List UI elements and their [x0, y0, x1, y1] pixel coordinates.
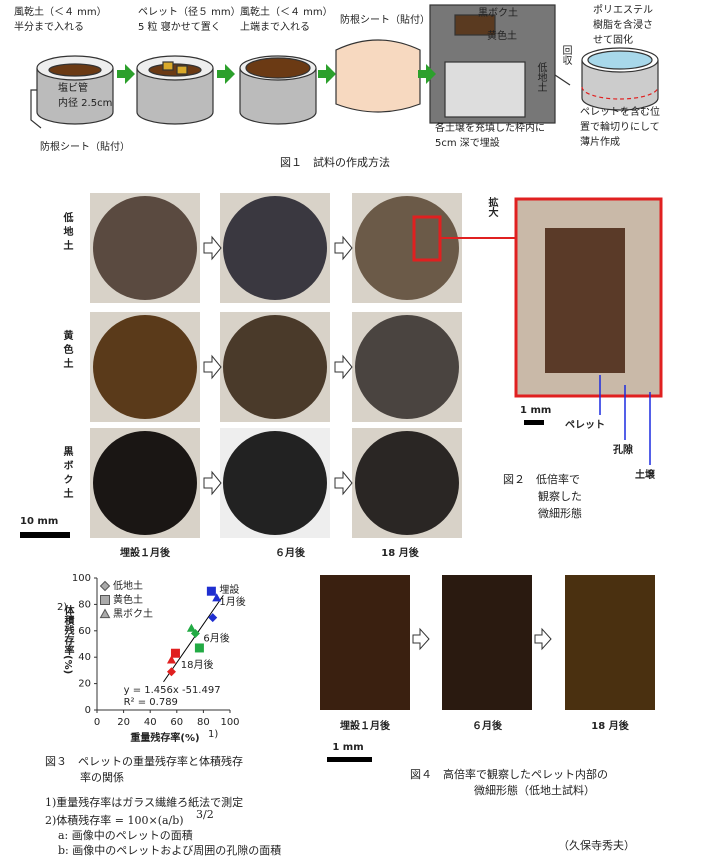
x-tick-label: 80	[197, 717, 210, 728]
figure4-photos	[320, 575, 655, 762]
y-tick-label: 60	[78, 626, 91, 637]
note: a: 画像中のペレットの面積	[58, 828, 193, 842]
row-label: 低地土	[61, 211, 74, 254]
trendline	[163, 595, 224, 683]
figure1-label: 回収	[560, 45, 572, 66]
figure1-drawing	[30, 4, 659, 129]
figure1-label: 樹脂を含浸さ	[593, 18, 653, 31]
annotation: ペレット	[565, 419, 605, 431]
figure1-label: 5cm 深で埋設	[435, 136, 500, 149]
figure1-label: 防根シート（貼付）	[340, 13, 430, 26]
point	[186, 623, 196, 632]
point	[166, 655, 176, 664]
column-label: 埋設１月後	[340, 719, 391, 732]
y-tick-label: 20	[78, 679, 91, 690]
caption: 図１ 試料の作成方法	[280, 155, 390, 169]
caption: 観察した	[538, 489, 582, 503]
point	[194, 643, 204, 653]
column-label: ６月後	[275, 546, 306, 559]
annotation: 18月後	[181, 658, 214, 671]
figure1-label: 5 粒 寝かせて置く	[138, 20, 221, 33]
x-tick-label: 20	[117, 717, 130, 728]
note: b: 画像中のペレットおよび周囲の孔隙の面積	[58, 843, 281, 857]
caption: 率の関係	[80, 770, 124, 784]
figure1-label: 置で輪切りにして	[580, 120, 660, 133]
figure1-label: 風乾土（＜４ mm）	[240, 5, 333, 18]
caption: 図３ ペレットの重量残存率と体積残存	[45, 754, 243, 768]
scale-label: 10 mm	[20, 516, 58, 527]
column-label: 埋設１月後	[120, 546, 171, 559]
legend-label: 低地土	[113, 579, 143, 592]
row-label: 黒ボク土	[61, 446, 73, 502]
note: 2)体積残存率 = 100×(a/b)	[45, 813, 184, 827]
x-tick-label: 60	[170, 717, 183, 728]
note-mark: 1)	[208, 729, 218, 740]
row-label: 黄色土	[61, 329, 73, 372]
figure1-label: ペレットを含む位	[580, 105, 660, 118]
legend-marker	[100, 595, 110, 605]
figure1-label: 防根シート（貼付）	[40, 140, 130, 153]
figure1-label: 上端まで入れる	[240, 20, 310, 33]
legend-label: 黒ボク土	[113, 607, 153, 620]
y-tick-label: 80	[78, 599, 91, 610]
figure1-label: 黄色土	[487, 29, 517, 42]
legend-marker	[99, 608, 111, 619]
legend-marker	[99, 580, 111, 592]
annotation: 土壌	[635, 468, 656, 481]
figure1-label: 黒ボク土	[478, 6, 518, 19]
figure1-label: 薄片作成	[580, 135, 620, 148]
figure1-label: ポリエステル	[593, 4, 653, 16]
point	[206, 586, 216, 596]
point	[208, 613, 218, 623]
note: 1)重量残存率はガラス繊維ろ紙法で測定	[45, 795, 243, 809]
annotation: 6月後	[203, 632, 229, 645]
y-axis-label: 体積残存率(%)	[62, 604, 75, 674]
annotation: 1月後	[219, 595, 245, 608]
point	[170, 648, 180, 658]
author: （久保寺秀夫）	[558, 838, 635, 852]
note: 3/2	[196, 808, 214, 821]
caption: 微細形態	[538, 506, 582, 520]
figure1-label: 各土壌を充填した枠内に	[435, 121, 545, 134]
y-tick-label: 100	[72, 573, 91, 584]
legend-label: 黄色土	[113, 593, 143, 606]
figure1-label: 半分まで入れる	[14, 20, 84, 33]
scale-label: 1 mm	[332, 742, 363, 753]
point	[166, 667, 176, 677]
column-label: 18 月後	[381, 546, 419, 559]
figure1-label: せて固化	[593, 33, 633, 46]
x-axis-label: 重量残存率(%)	[130, 731, 199, 744]
figure1-label: 内径 2.5cm	[58, 96, 112, 109]
figure1-label: 風乾土（＜４ mm）	[14, 5, 107, 18]
column-label: 18 月後	[591, 719, 629, 732]
figure1-label: 塩ビ管	[58, 81, 88, 94]
point	[212, 593, 222, 602]
annotation: 孔隙	[613, 443, 633, 456]
caption: 図４ 高倍率で観察したペレット内部の	[410, 767, 608, 781]
annotation: 埋設	[219, 583, 239, 596]
y-tick-label: 0	[85, 705, 91, 716]
x-tick-label: 0	[94, 717, 100, 728]
figure1-label: ペレット（径５ mm）	[138, 5, 241, 18]
annotation: y = 1.456x -51.497	[124, 685, 221, 696]
scale-label: 1 mm	[520, 405, 551, 416]
caption: 微細形態（低地土試料）	[474, 783, 595, 797]
y-tick-label: 40	[78, 652, 91, 663]
note-mark: 2)	[57, 602, 67, 613]
zoom-label: 拡大	[486, 196, 498, 218]
figure1-label: 低地土	[535, 61, 547, 92]
figure2-photos	[20, 193, 663, 538]
column-label: ６月後	[472, 719, 503, 732]
x-tick-label: 100	[220, 717, 239, 728]
caption: 図２ 低倍率で	[503, 472, 580, 486]
annotation: R² = 0.789	[124, 697, 178, 708]
x-tick-label: 40	[144, 717, 157, 728]
